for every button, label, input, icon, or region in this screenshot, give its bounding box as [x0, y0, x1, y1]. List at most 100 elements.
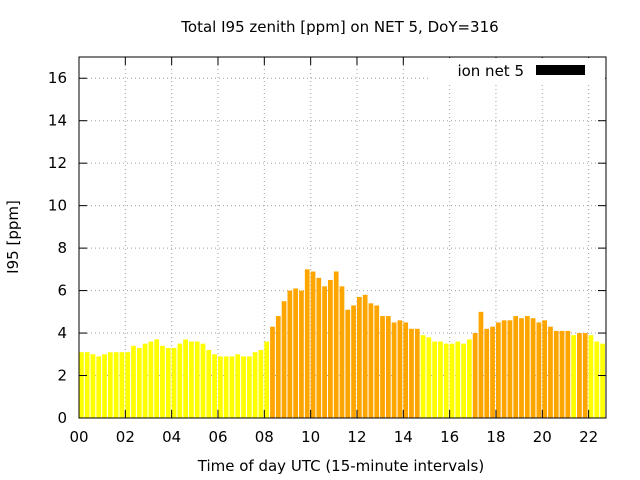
bar	[171, 347, 177, 418]
bar	[455, 341, 461, 418]
bar	[507, 320, 513, 418]
bar	[281, 301, 287, 418]
legend: ion net 5	[428, 58, 605, 82]
bar	[553, 330, 559, 418]
bar	[241, 356, 246, 418]
bar	[229, 356, 235, 418]
bar	[420, 335, 426, 418]
x-tick-label: 06	[208, 428, 227, 446]
bar	[160, 345, 165, 418]
bar	[275, 316, 281, 418]
bar	[299, 290, 304, 418]
bar	[577, 333, 582, 418]
bar	[472, 333, 478, 418]
x-tick-label: 14	[394, 428, 413, 446]
chart-title: Total I95 zenith [ppm] on NET 5, DoY=316	[180, 18, 498, 36]
bar	[600, 343, 605, 418]
bar	[345, 309, 351, 418]
legend-swatch	[536, 65, 585, 75]
x-tick-label: 10	[301, 428, 320, 446]
bar	[571, 335, 577, 418]
x-tick-label: 02	[116, 428, 135, 446]
bar	[362, 294, 368, 418]
bar	[409, 328, 414, 418]
x-tick-label: 20	[533, 428, 552, 446]
bar	[536, 322, 542, 418]
x-tick-label: 04	[162, 428, 181, 446]
bar	[449, 343, 455, 418]
bar	[524, 316, 530, 418]
x-tick-label: 12	[347, 428, 366, 446]
bar	[461, 343, 466, 418]
y-tick-label: 16	[48, 69, 67, 87]
bar	[107, 352, 113, 418]
bar	[316, 277, 322, 418]
bar	[403, 322, 409, 418]
bar	[333, 271, 339, 418]
bar	[287, 290, 293, 418]
plot-frame	[78, 56, 607, 419]
bar	[542, 320, 548, 418]
bar	[356, 296, 362, 418]
bar	[235, 354, 241, 418]
bar	[125, 352, 131, 418]
bar	[136, 347, 142, 418]
bar	[594, 341, 600, 418]
bar	[246, 356, 252, 418]
bar	[84, 352, 90, 418]
y-tick-label: 12	[48, 154, 67, 172]
y-tick-label: 14	[48, 112, 67, 130]
bar	[189, 341, 194, 418]
bar	[270, 326, 275, 418]
bar	[519, 318, 524, 418]
bar	[148, 341, 154, 418]
legend-label: ion net 5	[457, 62, 524, 80]
bar	[368, 303, 374, 418]
bar	[443, 343, 449, 418]
bar	[258, 350, 264, 418]
bar	[582, 333, 588, 418]
bar	[484, 328, 490, 418]
x-tick-label: 18	[486, 428, 505, 446]
bar	[96, 356, 102, 418]
bar	[328, 279, 333, 418]
bar	[397, 320, 403, 418]
bar	[385, 316, 391, 418]
bar	[438, 341, 443, 418]
bar	[351, 305, 356, 418]
bar	[588, 335, 594, 418]
bar	[154, 339, 160, 418]
bar	[559, 330, 565, 418]
bar	[252, 352, 258, 418]
bar	[183, 339, 188, 418]
bar	[102, 354, 107, 418]
y-tick-label: 6	[57, 282, 67, 300]
x-axis-label: Time of day UTC (15-minute intervals)	[197, 457, 484, 475]
bar	[293, 288, 299, 418]
bar	[322, 286, 327, 418]
bar	[304, 269, 310, 418]
bar	[206, 350, 212, 418]
bar	[119, 352, 125, 418]
bar	[548, 326, 553, 418]
bar	[165, 347, 171, 418]
bar	[380, 316, 385, 418]
bar	[264, 341, 270, 418]
bar	[432, 341, 438, 418]
bar	[478, 311, 484, 418]
x-tick-label: 16	[440, 428, 459, 446]
bar	[223, 356, 229, 418]
bar	[131, 345, 136, 418]
bar	[79, 352, 84, 418]
y-tick-label: 0	[57, 409, 67, 427]
bar	[501, 320, 507, 418]
bar	[310, 271, 316, 418]
bar	[142, 343, 148, 418]
bar	[414, 328, 420, 418]
bar	[495, 322, 501, 418]
bar	[490, 326, 495, 418]
x-tick-label: 00	[69, 428, 88, 446]
bar	[513, 316, 519, 418]
y-axis-ticks: 0 2 4 6 8 10 12 14 16	[48, 69, 606, 427]
